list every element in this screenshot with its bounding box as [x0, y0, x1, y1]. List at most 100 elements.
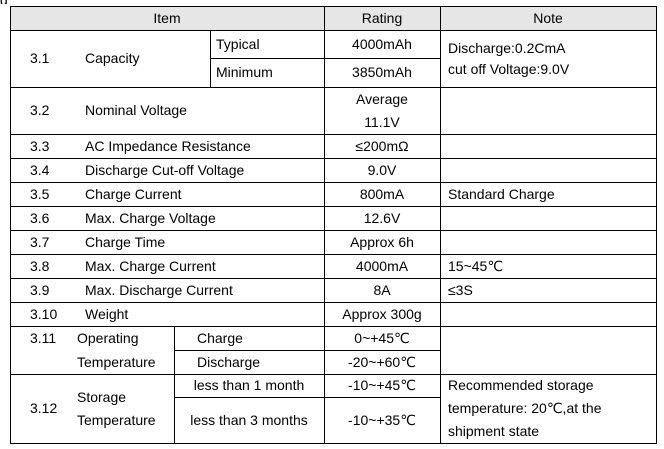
row-item-text: AC Impedance Resistance	[85, 138, 251, 154]
row-rating: 0~+45℃	[324, 326, 440, 350]
row-rating-text: 9.0V	[367, 162, 397, 178]
header-rating: Rating	[324, 6, 440, 30]
row-rating-text: -10~+35℃	[348, 412, 416, 428]
row-sub-label-text: less than 1 month	[193, 377, 305, 393]
row-rating: 12.6V	[324, 206, 440, 230]
row-note-text-1: Recommended storage	[448, 377, 594, 393]
row-no-text: 3.9	[30, 282, 50, 298]
row-rating-text: -10~+45℃	[348, 377, 416, 393]
row-sub-label-text: Typical	[216, 36, 260, 52]
row-no: 3.10	[10, 302, 70, 326]
cropped-caption-fragment: g	[0, 0, 40, 4]
row-rating-text: Approx 6h	[350, 234, 414, 250]
row-no: 3.7	[10, 230, 70, 254]
row-rating-text: 4000mAh	[352, 36, 412, 52]
table-rule	[10, 6, 657, 7]
row-rating-text: 12.6V	[363, 210, 401, 226]
row-note: Standard Charge	[440, 182, 656, 206]
row-note	[440, 230, 656, 254]
row-note-text-1: Discharge:0.2CmA	[448, 40, 566, 56]
row-no: 3.3	[10, 134, 70, 158]
row-no: 3.9	[10, 278, 70, 302]
row-rating-text-1: Average	[356, 91, 408, 107]
table-rule	[324, 6, 325, 444]
row-no: 3.6	[10, 206, 70, 230]
row-item: Storage Temperature	[67, 374, 167, 443]
row-item: AC Impedance Resistance	[75, 134, 315, 158]
table-rule	[10, 206, 657, 207]
row-note-text: ≤3S	[448, 282, 473, 298]
row-rating: Approx 300g	[324, 302, 440, 326]
row-no-text: 3.1	[30, 50, 50, 66]
row-item: Max. Discharge Current	[75, 278, 315, 302]
table-rule	[210, 58, 441, 59]
row-no: 3.8	[10, 254, 70, 278]
row-rating: Average 11.1V	[324, 87, 440, 134]
row-rating: 4000mA	[324, 254, 440, 278]
table-rule	[174, 374, 175, 444]
row-item-text: Charge Current	[85, 186, 182, 202]
table-rule	[10, 30, 657, 31]
row-no-text: 3.12	[30, 400, 58, 416]
row-no-text: 3.3	[30, 138, 50, 154]
header-item-text: Item	[153, 10, 181, 26]
row-sub-label: less than 3 months	[174, 397, 324, 443]
row-rating-text: Approx 300g	[342, 306, 422, 322]
row-item-text: Max. Charge Current	[85, 258, 216, 274]
row-rating: 9.0V	[324, 158, 440, 182]
header-note-text: Note	[533, 10, 563, 26]
row-note-text: Standard Charge	[448, 186, 555, 202]
table-rule	[10, 134, 657, 135]
table-rule	[10, 302, 657, 303]
table-rule	[10, 374, 657, 375]
row-note-text-2: cut off Voltage:9.0V	[448, 61, 570, 77]
row-no: 3.2	[10, 87, 70, 134]
row-no-text: 3.5	[30, 186, 50, 202]
row-no-text: 3.11	[30, 330, 57, 346]
table-rule	[10, 230, 657, 231]
row-note	[440, 158, 656, 182]
row-note-text: 15~45℃	[448, 258, 504, 274]
row-sub-label-text: less than 3 months	[190, 412, 308, 428]
row-sub-label: Typical	[210, 30, 324, 58]
row-sub-label-text: Charge	[197, 330, 243, 346]
row-note: ≤3S	[440, 278, 656, 302]
row-rating-text: ≤200mΩ	[355, 138, 409, 154]
row-rating-text-2: 11.1V	[364, 114, 400, 130]
row-sub-label: Discharge	[174, 350, 324, 374]
table-rule	[656, 6, 657, 444]
row-item: Charge Current	[75, 182, 315, 206]
row-note-text-2: temperature: 20℃,at the	[448, 400, 602, 416]
row-rating: -10~+35℃	[324, 397, 440, 443]
header-rating-text: Rating	[361, 10, 403, 26]
row-item-text: Max. Discharge Current	[85, 282, 233, 298]
row-rating-text: 0~+45℃	[354, 330, 410, 346]
row-sub-label: Charge	[174, 326, 324, 350]
table-rule	[174, 397, 441, 398]
row-item: Max. Charge Voltage	[75, 206, 315, 230]
row-rating-text: 3850mAh	[352, 64, 412, 80]
row-no: 3.5	[10, 182, 70, 206]
row-item-text: Max. Charge Voltage	[85, 210, 216, 226]
row-no-text: 3.7	[30, 234, 50, 250]
row-no-text: 3.8	[30, 258, 50, 274]
row-sub-label-text: Minimum	[216, 64, 273, 80]
row-no-text: 3.10	[30, 306, 58, 322]
row-note	[440, 134, 656, 158]
row-rating: -10~+45℃	[324, 374, 440, 397]
row-no-text: 3.6	[30, 210, 50, 226]
row-no: 3.11	[10, 326, 70, 374]
row-item-text-2: Temperature	[77, 354, 156, 370]
row-item-text: Nominal Voltage	[85, 102, 187, 118]
table-rule	[210, 30, 211, 88]
row-rating: ≤200mΩ	[324, 134, 440, 158]
header-item: Item	[10, 6, 324, 30]
row-sub-label: Minimum	[210, 58, 324, 87]
row-sub-label: less than 1 month	[174, 374, 324, 397]
row-item: Max. Charge Current	[75, 254, 315, 278]
row-note: 15~45℃	[440, 254, 656, 278]
row-item-text: Weight	[85, 306, 129, 322]
table-rule	[174, 350, 441, 351]
row-no-text: 3.2	[30, 102, 50, 118]
header-note: Note	[440, 6, 656, 30]
